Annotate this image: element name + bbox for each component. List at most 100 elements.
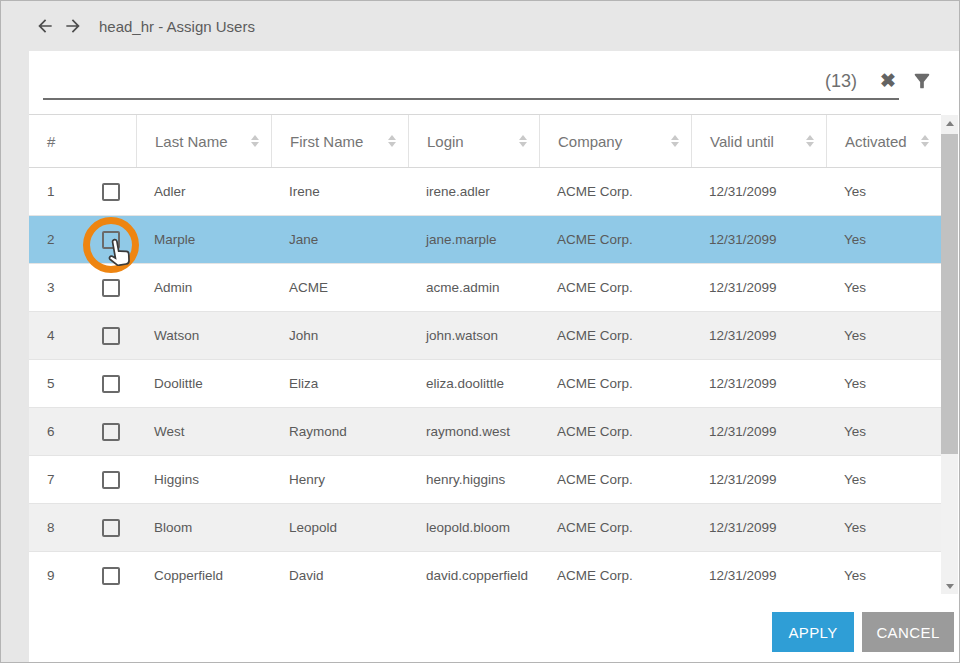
index-cell: 7 xyxy=(29,456,136,503)
column-header-last-name[interactable]: Last Name xyxy=(136,115,271,167)
forward-arrow-icon[interactable] xyxy=(63,16,83,36)
filter-funnel-icon[interactable] xyxy=(911,70,933,92)
cell-valid-until: 12/31/2099 xyxy=(691,216,826,263)
cell-last-name: Bloom xyxy=(136,504,271,551)
cell-company: ACME Corp. xyxy=(539,552,691,595)
index-cell: 4 xyxy=(29,312,136,359)
search-input[interactable] xyxy=(43,98,899,100)
column-header-index: # xyxy=(29,115,136,167)
row-number: 9 xyxy=(47,568,102,583)
cell-activated: Yes xyxy=(826,360,941,407)
titlebar: head_hr - Assign Users xyxy=(1,1,959,51)
row-number: 7 xyxy=(47,472,102,487)
cell-last-name: Copperfield xyxy=(136,552,271,595)
table-row[interactable]: 3 Admin ACME acme.admin ACME Corp. 12/31… xyxy=(29,264,941,312)
scroll-down-icon[interactable] xyxy=(941,578,958,594)
cancel-button[interactable]: CANCEL xyxy=(862,612,954,652)
cell-activated: Yes xyxy=(826,264,941,311)
row-checkbox[interactable] xyxy=(102,375,120,393)
cell-login: henry.higgins xyxy=(408,456,539,503)
cell-last-name: Admin xyxy=(136,264,271,311)
cell-company: ACME Corp. xyxy=(539,360,691,407)
table-row[interactable]: 2 Marple Jane jane.marple ACME Corp. 12/… xyxy=(29,216,941,264)
cell-last-name: Watson xyxy=(136,312,271,359)
cell-valid-until: 12/31/2099 xyxy=(691,552,826,595)
cell-valid-until: 12/31/2099 xyxy=(691,312,826,359)
row-number: 4 xyxy=(47,328,102,343)
cell-login: raymond.west xyxy=(408,408,539,455)
cell-activated: Yes xyxy=(826,552,941,595)
scrollbar-thumb[interactable] xyxy=(941,134,958,454)
row-checkbox[interactable] xyxy=(102,567,120,585)
row-number: 5 xyxy=(47,376,102,391)
cell-activated: Yes xyxy=(826,216,941,263)
row-number: 1 xyxy=(47,184,102,199)
cell-last-name: West xyxy=(136,408,271,455)
cell-company: ACME Corp. xyxy=(539,408,691,455)
column-header-company[interactable]: Company xyxy=(539,115,691,167)
table-row[interactable]: 4 Watson John john.watson ACME Corp. 12/… xyxy=(29,312,941,360)
vertical-scrollbar[interactable] xyxy=(941,115,958,594)
row-number: 2 xyxy=(47,232,102,247)
table-row[interactable]: 6 West Raymond raymond.west ACME Corp. 1… xyxy=(29,408,941,456)
table-row[interactable]: 1 Adler Irene irene.adler ACME Corp. 12/… xyxy=(29,168,941,216)
users-table: # Last Name First Name Login Company xyxy=(29,114,941,595)
cell-login: john.watson xyxy=(408,312,539,359)
column-header-login[interactable]: Login xyxy=(408,115,539,167)
index-cell: 2 xyxy=(29,216,136,263)
cell-activated: Yes xyxy=(826,168,941,215)
cell-valid-until: 12/31/2099 xyxy=(691,504,826,551)
row-checkbox[interactable] xyxy=(102,423,120,441)
row-checkbox[interactable] xyxy=(102,279,120,297)
table-row[interactable]: 9 Copperfield David david.copperfield AC… xyxy=(29,552,941,595)
sort-icon[interactable] xyxy=(388,135,396,147)
scroll-up-icon[interactable] xyxy=(941,115,958,131)
cell-last-name: Doolittle xyxy=(136,360,271,407)
cell-valid-until: 12/31/2099 xyxy=(691,264,826,311)
cell-login: irene.adler xyxy=(408,168,539,215)
apply-button[interactable]: APPLY xyxy=(772,612,854,652)
cell-valid-until: 12/31/2099 xyxy=(691,168,826,215)
cell-first-name: Leopold xyxy=(271,504,408,551)
row-checkbox[interactable] xyxy=(102,327,120,345)
row-checkbox[interactable] xyxy=(102,471,120,489)
clear-filter-icon[interactable]: ✖ xyxy=(880,70,896,92)
index-cell: 8 xyxy=(29,504,136,551)
row-checkbox[interactable] xyxy=(102,183,120,201)
cell-last-name: Adler xyxy=(136,168,271,215)
cell-company: ACME Corp. xyxy=(539,456,691,503)
table-row[interactable]: 8 Bloom Leopold leopold.bloom ACME Corp.… xyxy=(29,504,941,552)
column-header-activated[interactable]: Activated xyxy=(826,115,941,167)
sort-icon[interactable] xyxy=(251,135,259,147)
row-checkbox[interactable] xyxy=(102,231,120,249)
cell-first-name: Raymond xyxy=(271,408,408,455)
cell-login: acme.admin xyxy=(408,264,539,311)
cell-activated: Yes xyxy=(826,456,941,503)
cell-activated: Yes xyxy=(826,312,941,359)
row-number: 3 xyxy=(47,280,102,295)
cell-first-name: ACME xyxy=(271,264,408,311)
cell-activated: Yes xyxy=(826,504,941,551)
sort-icon[interactable] xyxy=(806,135,814,147)
table-row[interactable]: 7 Higgins Henry henry.higgins ACME Corp.… xyxy=(29,456,941,504)
left-gutter xyxy=(1,51,29,663)
sort-icon[interactable] xyxy=(519,135,527,147)
cell-company: ACME Corp. xyxy=(539,312,691,359)
cell-activated: Yes xyxy=(826,408,941,455)
table-row[interactable]: 5 Doolittle Eliza eliza.doolittle ACME C… xyxy=(29,360,941,408)
cell-valid-until: 12/31/2099 xyxy=(691,360,826,407)
index-cell: 1 xyxy=(29,168,136,215)
cell-company: ACME Corp. xyxy=(539,504,691,551)
back-arrow-icon[interactable] xyxy=(35,16,55,36)
index-cell: 5 xyxy=(29,360,136,407)
sort-icon[interactable] xyxy=(671,135,679,147)
row-checkbox[interactable] xyxy=(102,519,120,537)
sort-icon[interactable] xyxy=(921,135,929,147)
row-number: 8 xyxy=(47,520,102,535)
result-count: (13) xyxy=(825,71,857,92)
cell-first-name: Henry xyxy=(271,456,408,503)
assign-users-dialog: head_hr - Assign Users (13) ✖ # Last Nam… xyxy=(0,0,960,663)
cell-first-name: David xyxy=(271,552,408,595)
column-header-first-name[interactable]: First Name xyxy=(271,115,408,167)
column-header-valid-until[interactable]: Valid until xyxy=(691,115,826,167)
